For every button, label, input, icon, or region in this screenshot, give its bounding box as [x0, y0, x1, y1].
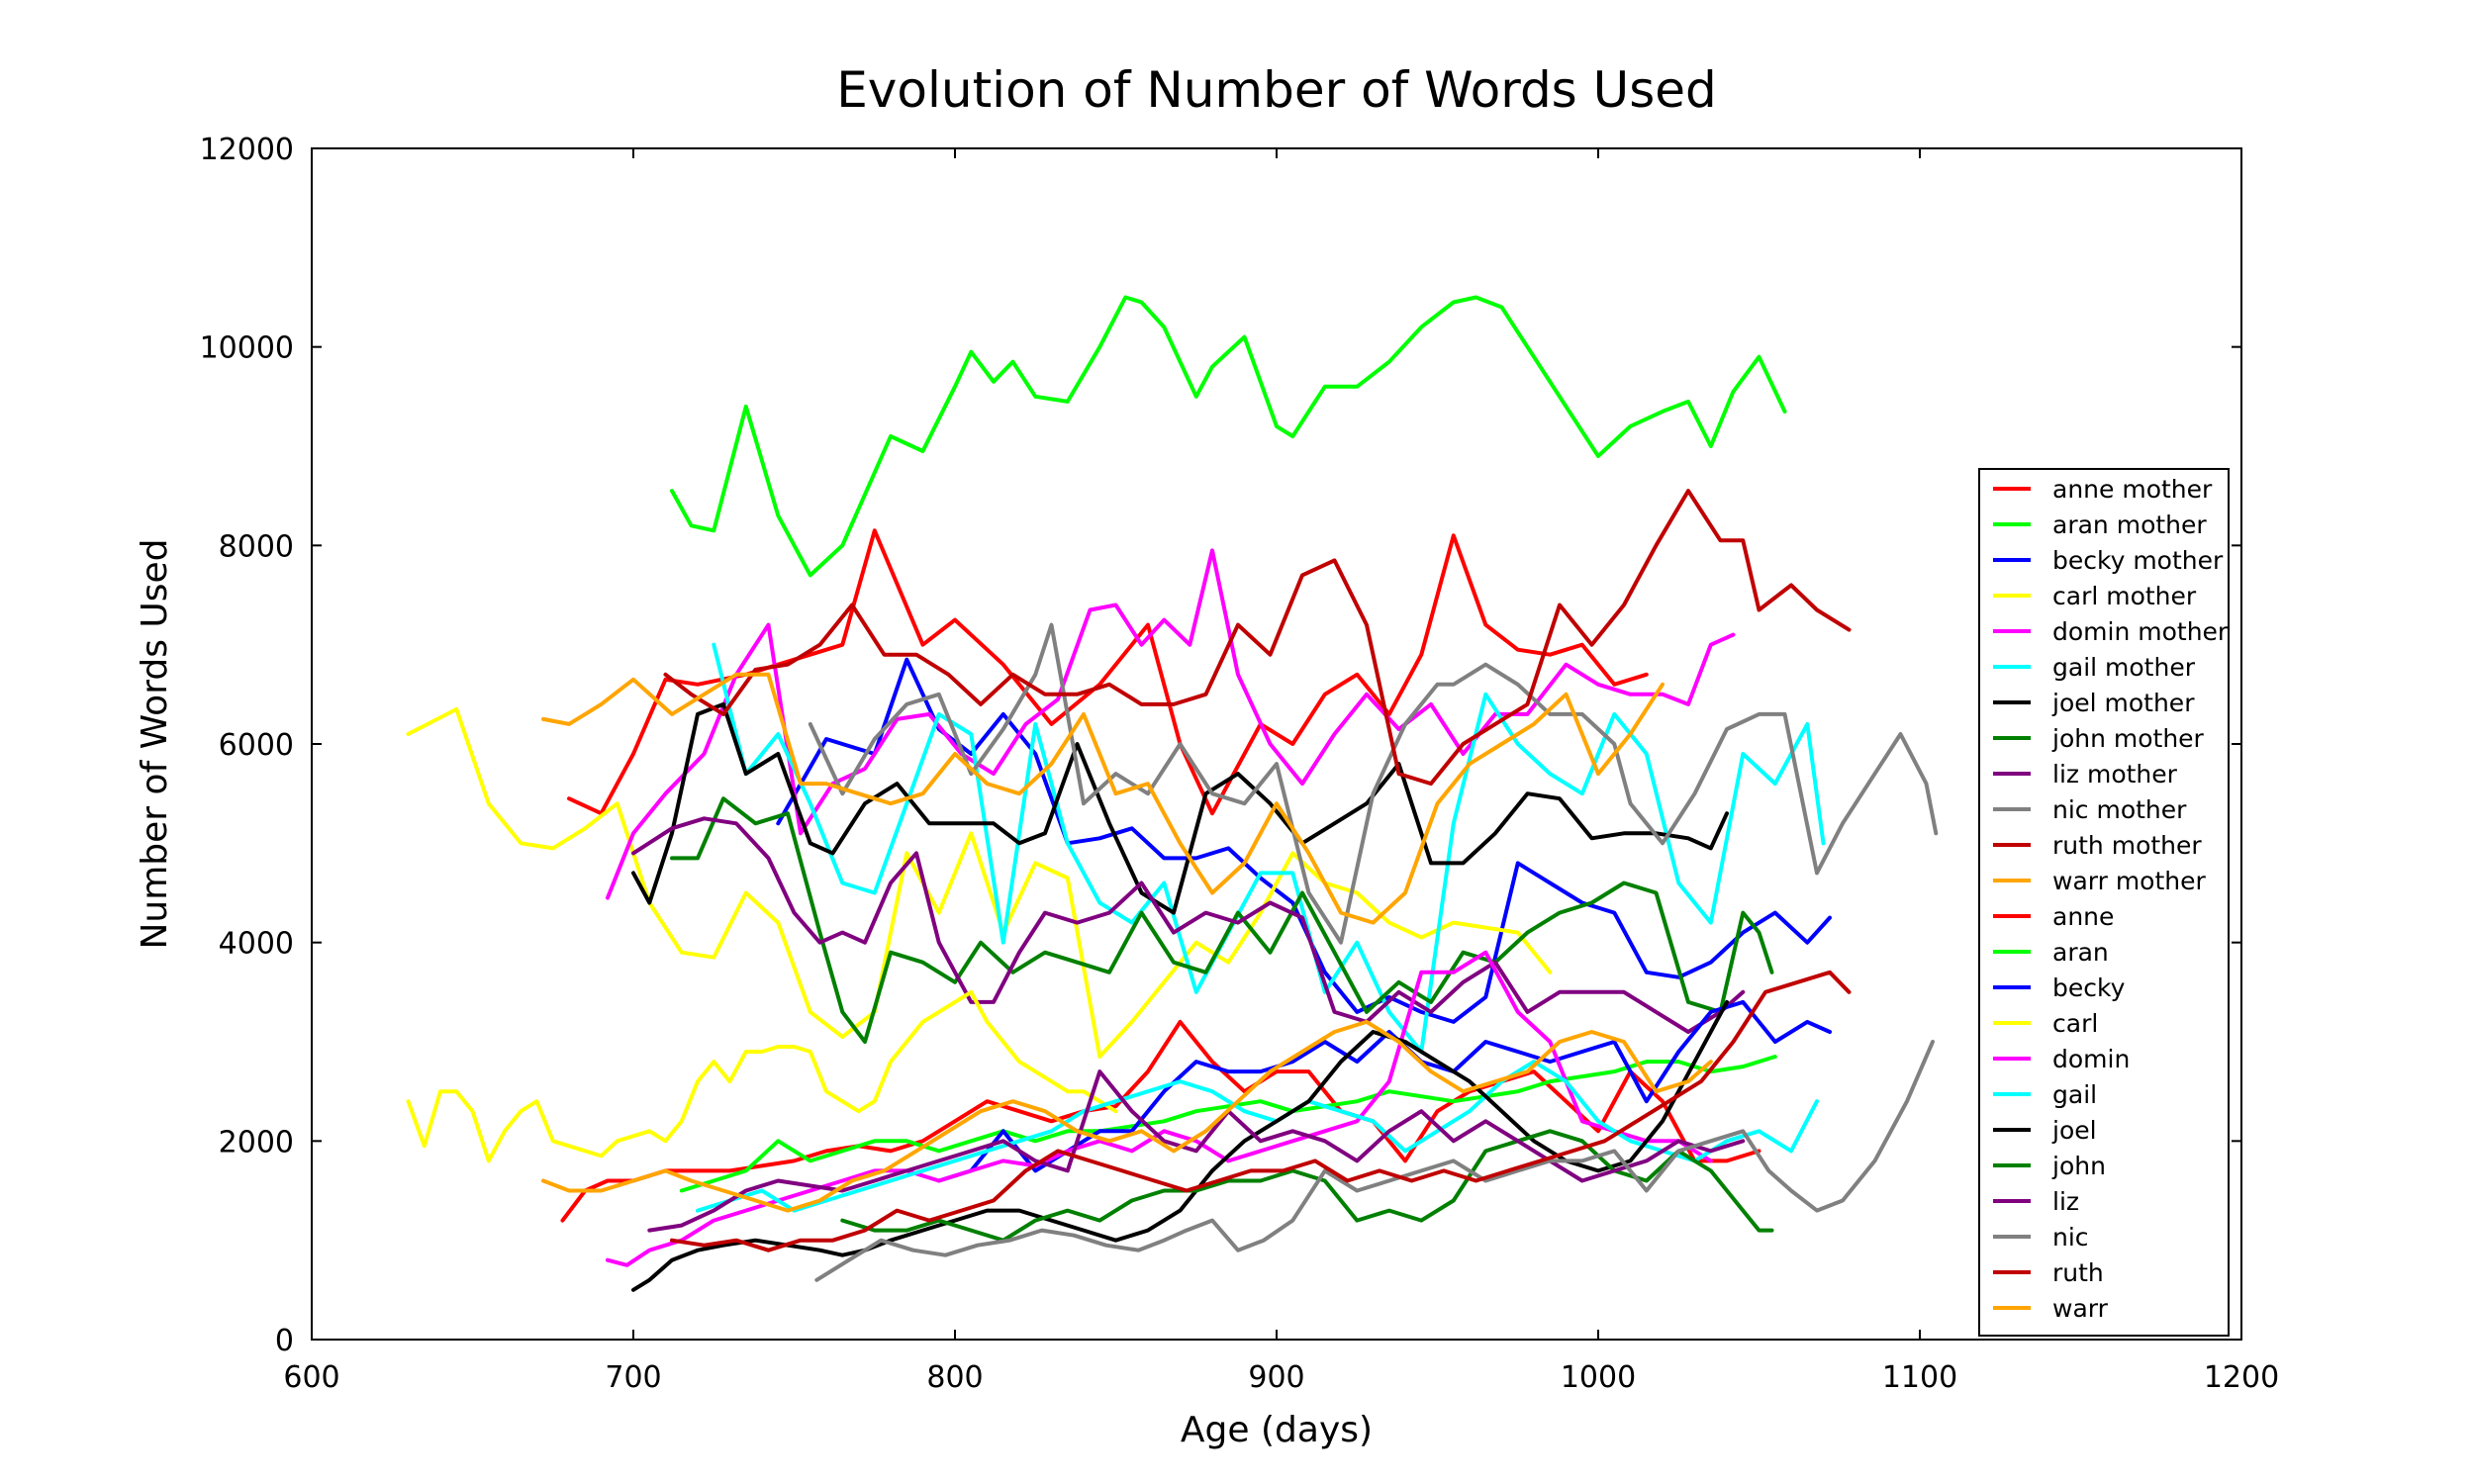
legend-box [1978, 468, 2230, 1337]
series-line-aran [679, 1055, 1777, 1193]
series-line-warr-mother [541, 672, 1665, 925]
series-line-becky-mother [776, 657, 1832, 1024]
series-line-warr [541, 1019, 1713, 1213]
x-tick-label: 600 [283, 1360, 339, 1395]
chart-title: Evolution of Number of Words Used [836, 61, 1717, 119]
series-line-ruth-mother [663, 489, 1852, 787]
legend-label: aran [2052, 938, 2109, 967]
series-line-gail-mother [712, 642, 1826, 1054]
legend-label: becky [2052, 974, 2126, 1002]
series-line-carl-mother [406, 706, 1553, 1059]
series-line-aran-mother [670, 295, 1787, 578]
legend-label: nic mother [2052, 795, 2187, 824]
y-tick-label: 8000 [219, 529, 294, 564]
legend-label: ruth [2052, 1258, 2104, 1287]
y-tick-label: 6000 [219, 728, 294, 763]
legend-label: anne mother [2052, 475, 2213, 504]
series-line-domin-mother [606, 548, 1736, 900]
legend-label: liz mother [2052, 760, 2178, 788]
x-tick-label: 900 [1248, 1360, 1304, 1395]
x-tick-label: 1000 [1561, 1360, 1636, 1395]
axis-ticks: 600 700 800 900 1000 1100 12000200040006000800… [200, 133, 2280, 1395]
legend-label: carl mother [2052, 582, 2197, 610]
y-tick-label: 2000 [219, 1125, 294, 1159]
x-tick-label: 1200 [2204, 1360, 2279, 1395]
legend-label: john [2051, 1152, 2106, 1180]
legend-label: joel mother [2051, 689, 2195, 717]
legend-label: gail [2052, 1080, 2097, 1109]
y-tick-label: 0 [275, 1324, 294, 1358]
series-line-john-mother [670, 796, 1774, 1044]
legend-label: warr [2052, 1294, 2109, 1323]
series-line-nic-mother [808, 622, 1939, 945]
legend-label: gail mother [2052, 653, 2196, 682]
legend: anne mother aran mother becky mother carl m… [1978, 468, 2230, 1337]
legend-label: john mother [2051, 724, 2205, 753]
legend-label: aran mother [2052, 510, 2207, 539]
series-line-liz-mother [631, 816, 1746, 1034]
legend-label: liz [2052, 1187, 2079, 1216]
y-tick-label: 4000 [219, 927, 294, 962]
x-tick-label: 1100 [1882, 1360, 1957, 1395]
legend-label: becky mother [2052, 546, 2224, 575]
legend-label: warr mother [2052, 867, 2207, 895]
series-line-liz [647, 1069, 1746, 1233]
legend-label: nic [2052, 1223, 2089, 1252]
x-axis-label: Age (days) [1181, 1410, 1373, 1450]
y-axis-label: Number of Words Used [135, 538, 175, 949]
series-line-nic [814, 1040, 1935, 1282]
legend-label: carl [2052, 1009, 2098, 1038]
legend-label: anne [2052, 902, 2114, 931]
series-line-joel-mother [631, 701, 1729, 915]
series-line-ruth [670, 970, 1852, 1252]
legend-label: domin [2052, 1045, 2130, 1073]
x-tick-label: 800 [926, 1360, 983, 1395]
legend-label: ruth mother [2052, 831, 2202, 860]
legend-label: joel [2051, 1116, 2097, 1145]
y-tick-label: 10000 [200, 331, 294, 366]
legend-label: domin mother [2052, 617, 2229, 646]
plot-frame [311, 147, 2242, 1341]
series-line-carl [406, 989, 1118, 1163]
series-line-becky [936, 999, 1832, 1183]
series-line-anne [560, 1019, 1761, 1223]
y-tick-label: 12000 [200, 133, 294, 167]
x-tick-label: 700 [605, 1360, 661, 1395]
series-lines [406, 295, 1939, 1292]
series-line-domin [606, 950, 1713, 1267]
series-line-gail [696, 1060, 1819, 1213]
